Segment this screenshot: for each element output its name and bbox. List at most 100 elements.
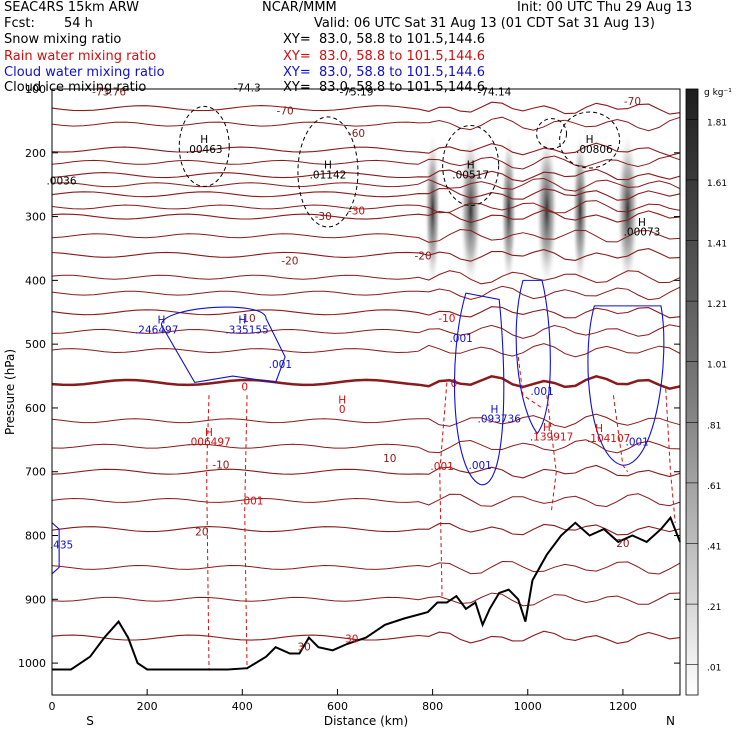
contour-label: .335155 (225, 324, 268, 336)
contour-label: H (491, 404, 499, 416)
x-tick-label: 1200 (609, 700, 637, 713)
contour-label: H (324, 160, 332, 172)
cloud-ice-contour (559, 111, 621, 169)
field-snow-xy: XY= 83.0, 58.8 to 101.5,144.6 (283, 32, 486, 47)
contour-label: H (586, 134, 594, 146)
x-tick-label: 200 (137, 700, 158, 713)
valid-time: Valid: 06 UTC Sat 31 Aug 13 (01 CDT Sat … (314, 16, 655, 31)
contour-label: .435 (50, 539, 73, 551)
field-cloudwater-name: Cloud water mixing ratio (4, 65, 165, 80)
contour-label: -10 (238, 313, 255, 325)
temperature-contour (51, 343, 681, 358)
contour-label: -20 (415, 250, 432, 262)
snow-column (459, 130, 482, 291)
temperature-contour (51, 168, 681, 182)
temperature-contour (51, 228, 681, 243)
contour-label: -74.14 (478, 86, 512, 98)
temperature-contour (51, 413, 681, 429)
y-axis-label: Pressure (hPa) (3, 349, 17, 435)
temperature-contour (51, 374, 681, 391)
contour-label: 30 (345, 634, 358, 646)
temperature-contour (51, 155, 681, 170)
y-tick-label: 500 (25, 338, 46, 351)
contour-label: .104107 (587, 433, 630, 445)
contour-label: .006497 (187, 437, 230, 449)
y-tick-label: 800 (25, 530, 46, 543)
init-time: Init: 00 UTC Thu 29 Aug 13 (517, 0, 693, 15)
temperature-contour (51, 523, 681, 536)
temperature-contour (51, 187, 681, 201)
contour-label: H (205, 427, 213, 439)
contour-label: 0 (339, 404, 346, 416)
field-cloudice-xy: XY= 83.0, 58.8 to 101.5,144.6 (283, 80, 486, 95)
temperature-contour (51, 116, 681, 132)
cloud-water-contour (453, 292, 505, 486)
contour-label: H (638, 217, 646, 229)
colorbar-label: 1.01 (707, 361, 727, 371)
cloud-water-contour (515, 279, 551, 435)
terrain-line (52, 515, 681, 671)
x-tick-label: 1000 (514, 700, 542, 713)
y-tick-label: 600 (25, 402, 46, 415)
field-snow-name: Snow mixing ratio (4, 32, 122, 47)
temperature-contour (51, 177, 681, 192)
model-title: SEAC4RS 15km ARW (4, 0, 140, 15)
cloud-water-contour (51, 522, 60, 575)
contour-label: .01142 (310, 169, 347, 181)
plot-frame (51, 88, 681, 696)
contour-label: -30 (348, 206, 365, 218)
x-tick-label: 400 (232, 700, 253, 713)
rain-water-contour (665, 388, 676, 523)
snow-column (572, 130, 589, 291)
contour-label: H (157, 315, 165, 327)
contour-label: 10 (383, 453, 396, 465)
contour-label: .00463 (186, 144, 223, 156)
contour-label: 30 (297, 641, 310, 653)
temperature-contour (51, 306, 681, 319)
temperature-contour (51, 464, 681, 479)
temperature-contour (51, 439, 681, 454)
header: SEAC4RS 15km ARW NCAR/MMM Init: 00 UTC T… (0, 0, 740, 100)
colorbar-label: .21 (707, 603, 721, 613)
x-tick-label: 0 (49, 700, 56, 713)
contour-label: -10 (212, 460, 229, 472)
temperature-contour (51, 493, 681, 508)
contour-label: .0036 (46, 176, 76, 188)
contour-label: .001 (269, 359, 292, 371)
field-rain-xy: XY= 83.0, 58.8 to 101.5,144.6 (283, 49, 486, 64)
contour-label: .139917 (530, 431, 573, 443)
temperature-contour (51, 630, 681, 644)
cloud-ice-contour (297, 116, 359, 228)
contour-label: .001 (430, 461, 453, 473)
temperature-contour (51, 248, 681, 262)
contour-label: .093736 (478, 414, 522, 426)
contour-label: .001 (468, 460, 491, 472)
contour-label: H (595, 423, 603, 435)
snow-column (424, 130, 441, 291)
temperature-contour (51, 592, 681, 607)
cloud-ice-contour (178, 105, 230, 187)
x-tick-label: 600 (327, 700, 348, 713)
contour-label: -70 (277, 106, 294, 118)
contour-label: .00517 (452, 169, 489, 181)
field-rain-name: Rain water mixing ratio (4, 49, 157, 64)
contour-label: 0 (241, 382, 248, 394)
rain-water-contour (517, 356, 543, 409)
contour-label: -20 (281, 255, 298, 267)
contour-label: .00806 (576, 144, 613, 156)
field-cloudwater-xy: XY= 83.0, 58.8 to 101.5,144.6 (283, 65, 486, 80)
colorbar-label: 1.41 (707, 240, 727, 250)
temperature-contour (51, 560, 681, 575)
contour-label: .246497 (135, 324, 178, 336)
contour-label: .001 (530, 386, 553, 398)
contour-label: -30 (315, 211, 332, 223)
colorbar-label: 1.61 (707, 179, 727, 189)
rain-water-contour (546, 395, 557, 511)
contour-label: .001 (625, 437, 648, 449)
rain-water-contour (612, 395, 629, 473)
cloud-ice-contour (536, 118, 568, 150)
contour-label: H (200, 134, 208, 146)
contour-label: H (543, 422, 551, 434)
cloud-ice-contour (442, 125, 500, 207)
